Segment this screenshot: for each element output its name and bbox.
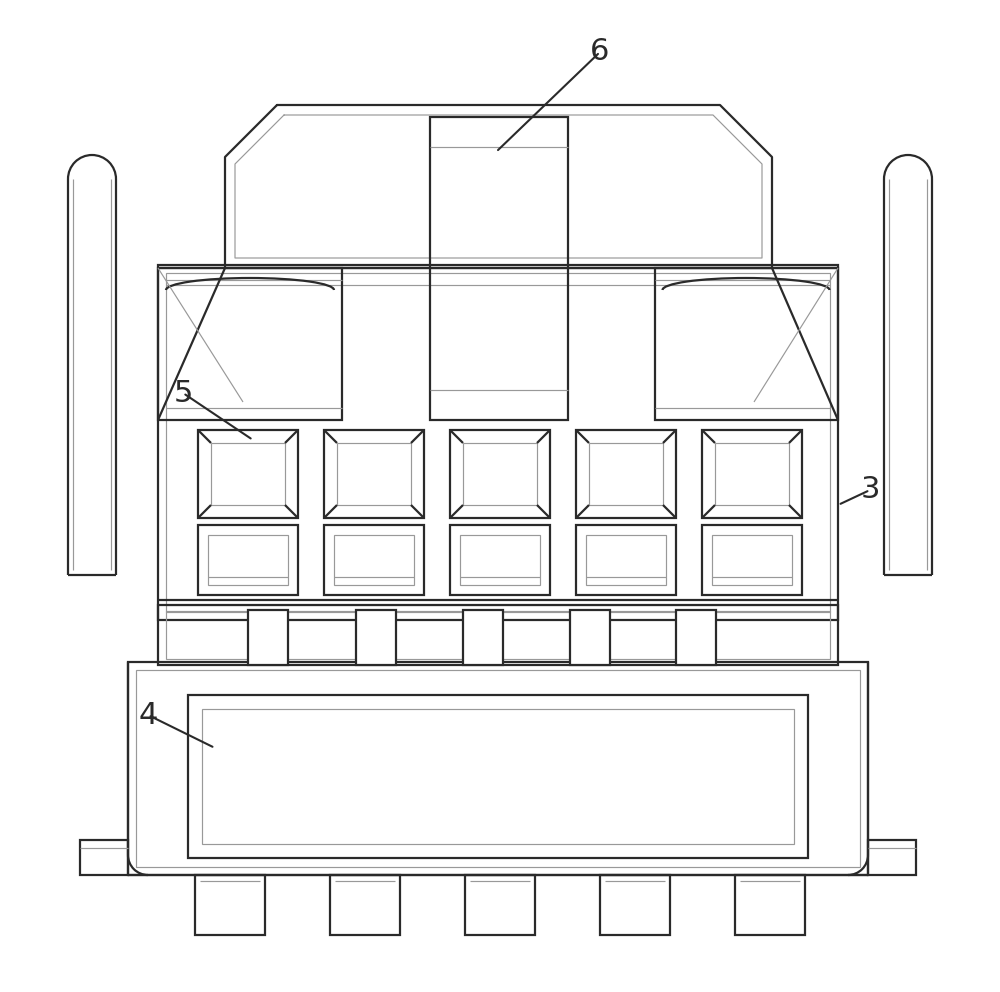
Bar	[570, 610, 610, 665]
Bar	[600, 875, 670, 935]
Bar	[465, 875, 535, 935]
Bar	[158, 268, 342, 420]
Bar	[655, 268, 838, 420]
Bar	[735, 875, 805, 935]
Bar	[576, 525, 676, 595]
Bar	[198, 430, 298, 518]
Text: 3: 3	[860, 475, 880, 505]
Bar	[702, 430, 802, 518]
Bar	[202, 709, 794, 844]
Bar	[576, 430, 676, 518]
Text: 6: 6	[590, 38, 610, 66]
Bar	[188, 695, 808, 858]
Bar	[356, 610, 396, 665]
Bar	[158, 605, 838, 665]
Text: 4: 4	[138, 700, 158, 729]
Bar	[702, 525, 802, 595]
Bar	[463, 443, 537, 505]
Bar	[211, 443, 285, 505]
Bar	[208, 535, 288, 585]
Bar	[195, 875, 265, 935]
Bar	[715, 443, 789, 505]
Bar	[586, 535, 666, 585]
Bar	[676, 610, 716, 665]
Bar	[128, 662, 868, 875]
Bar	[136, 670, 860, 867]
Bar	[166, 273, 830, 612]
Bar	[463, 610, 503, 665]
Bar	[868, 840, 916, 875]
Text: 5: 5	[173, 379, 193, 408]
Bar	[198, 525, 298, 595]
Bar	[158, 265, 838, 620]
Bar	[712, 535, 792, 585]
Bar	[324, 430, 424, 518]
Bar	[248, 610, 288, 665]
Bar	[337, 443, 411, 505]
Bar	[330, 875, 400, 935]
Bar	[324, 525, 424, 595]
Bar	[589, 443, 663, 505]
Bar	[166, 611, 830, 659]
Bar	[80, 840, 128, 875]
Bar	[430, 117, 568, 420]
Bar	[450, 430, 550, 518]
Bar	[334, 535, 414, 585]
Bar	[460, 535, 540, 585]
Bar	[450, 525, 550, 595]
